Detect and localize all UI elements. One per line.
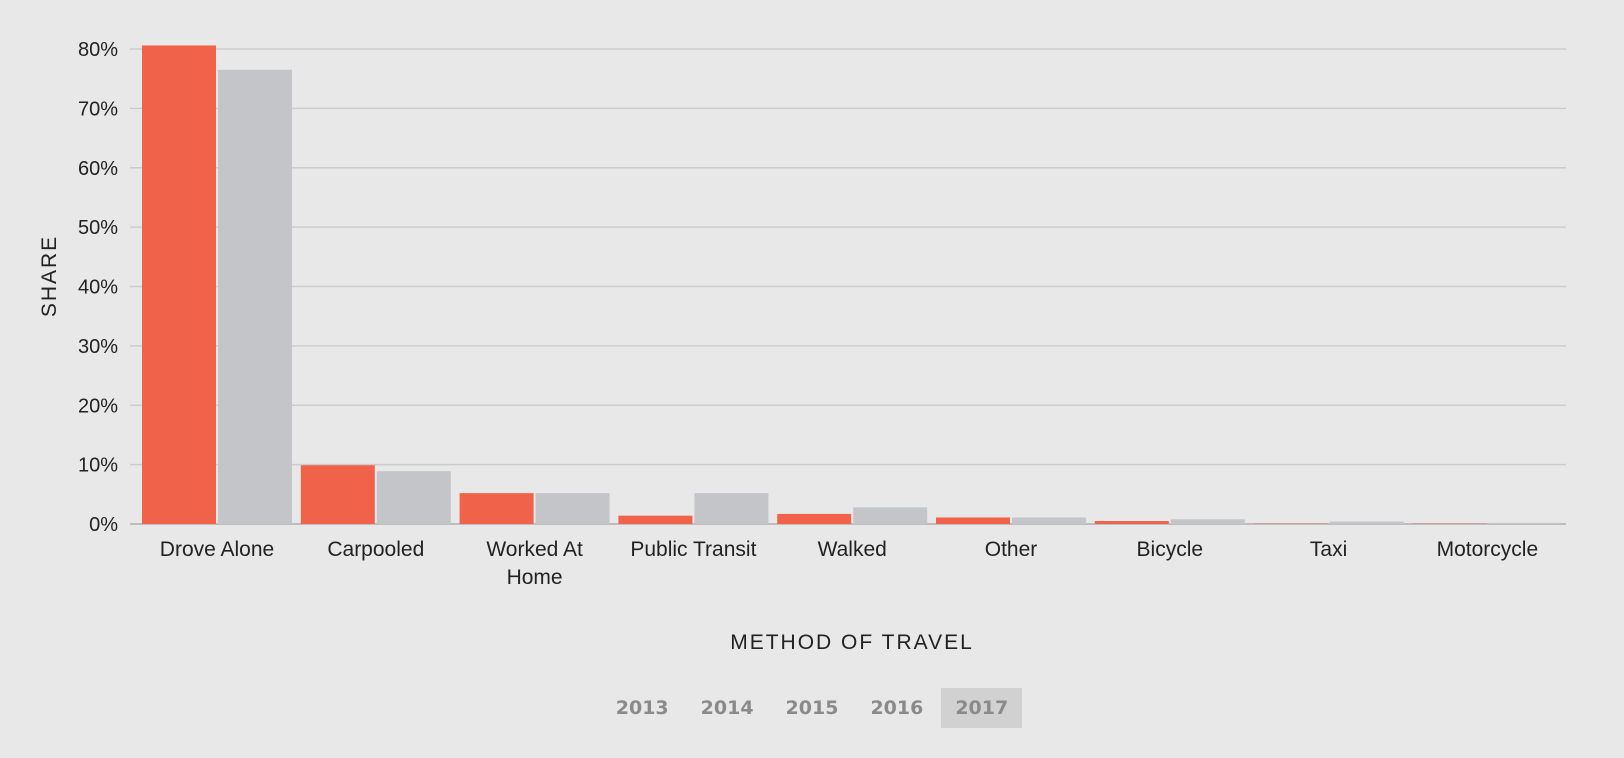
gridlines	[130, 48, 1566, 525]
year-button-2013[interactable]: 2013	[615, 697, 669, 719]
bar-comparison	[1488, 522, 1563, 524]
y-tick-label: 10%	[78, 455, 118, 477]
bar-chart: 0% 10% 20% 30% 40% 50% 60% 70% 80% Drove Alone Ca…	[38, 39, 1566, 654]
bars	[142, 45, 1563, 524]
bar-primary	[1094, 521, 1169, 524]
y-tick-label: 30%	[78, 336, 118, 358]
year-button-2014[interactable]: 2014	[700, 697, 754, 719]
x-axis-categories: Drove Alone Carpooled Worked At Home Public …	[160, 538, 1538, 589]
y-tick-label: 20%	[78, 395, 118, 417]
x-category-label: Worked At Home	[486, 538, 583, 589]
x-category-label: Taxi	[1310, 538, 1347, 561]
x-category-label: Carpooled	[327, 538, 424, 561]
y-tick-label: 0%	[89, 514, 118, 536]
bar-comparison	[376, 471, 451, 524]
bar-primary	[618, 515, 693, 524]
bar-comparison	[694, 493, 769, 524]
bar-primary	[777, 513, 852, 524]
bar-comparison	[535, 493, 610, 524]
x-category-label: Public Transit	[630, 538, 756, 561]
year-button-group: 2013 2014 2015 2016 2017	[600, 688, 1024, 728]
y-tick-label: 50%	[78, 217, 118, 239]
y-tick-label: 80%	[78, 39, 118, 61]
y-tick-label: 70%	[78, 98, 118, 120]
bar-comparison	[218, 69, 292, 524]
x-axis-title: METHOD OF TRAVEL	[730, 631, 974, 654]
x-category-label: Walked	[818, 538, 887, 561]
x-category-label: Drove Alone	[160, 538, 274, 561]
y-tick-label: 40%	[78, 277, 118, 299]
bar-primary	[936, 517, 1010, 524]
y-tick-label: 60%	[78, 158, 118, 180]
y-axis-title: SHARE	[38, 235, 61, 317]
bar-comparison	[1329, 521, 1404, 524]
year-button-2016[interactable]: 2016	[870, 697, 924, 719]
bar-primary	[300, 465, 375, 524]
x-category-label: Other	[985, 538, 1038, 561]
year-selector: 2013 2014 2015 2016 2017	[0, 688, 1624, 728]
bar-comparison	[1012, 517, 1086, 524]
bar-comparison	[1170, 519, 1245, 524]
x-category-label: Bicycle	[1137, 538, 1204, 561]
y-axis-ticks: 0% 10% 20% 30% 40% 50% 60% 70% 80%	[78, 39, 118, 536]
x-category-label: Motorcycle	[1437, 538, 1539, 561]
bar-primary	[459, 493, 534, 524]
year-button-2017[interactable]: 2017	[941, 688, 1023, 728]
bar-primary	[142, 45, 216, 524]
bar-comparison	[853, 507, 928, 524]
year-button-2015[interactable]: 2015	[785, 697, 839, 719]
